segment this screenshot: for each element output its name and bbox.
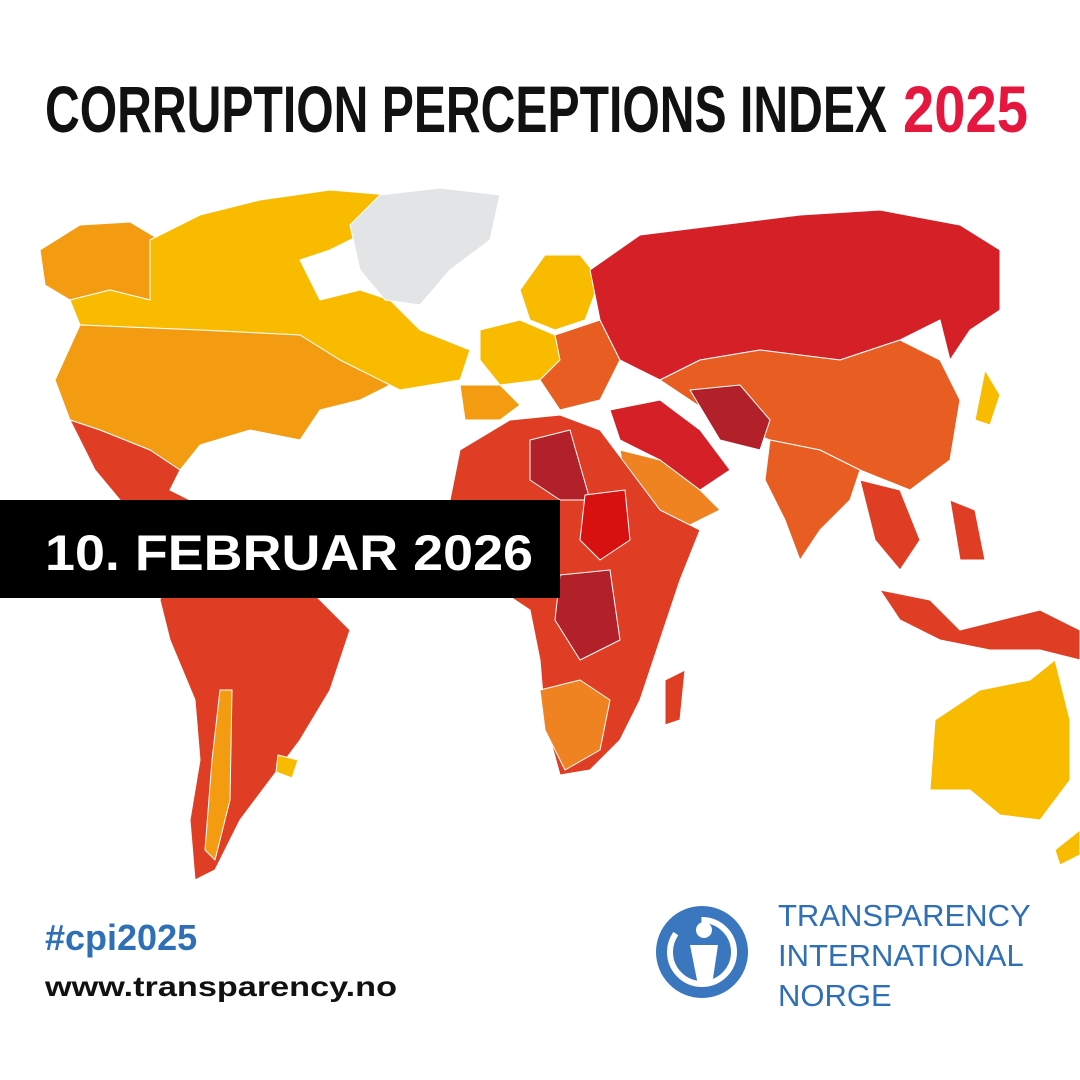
indonesia — [879, 589, 1080, 661]
libya — [529, 429, 591, 501]
japan — [974, 369, 1001, 426]
greenland — [349, 187, 501, 306]
new-zealand — [1054, 829, 1080, 866]
australia — [929, 659, 1071, 821]
chile — [204, 689, 233, 861]
uruguay — [275, 754, 299, 779]
philippines — [949, 499, 986, 561]
url: www.transparency.no — [44, 971, 397, 1002]
logo-line: TRANSPARENCY — [778, 898, 1031, 933]
logo-line: INTERNATIONAL — [778, 938, 1024, 973]
central-asia — [689, 384, 771, 451]
scandinavia — [519, 254, 601, 331]
title-year: 2025 — [903, 72, 1028, 146]
southern-africa — [539, 679, 611, 771]
logo-head — [696, 922, 712, 938]
canada — [69, 189, 471, 391]
hashtag: #cpi2025 — [45, 917, 197, 958]
date-banner — [0, 500, 560, 598]
sudan — [579, 489, 631, 561]
iberia — [459, 384, 521, 421]
date: 10. FEBRUAR 2026 — [45, 525, 533, 581]
indochina — [859, 479, 921, 571]
middle-east — [609, 399, 731, 491]
logo-body — [690, 945, 718, 985]
india — [764, 439, 861, 561]
logo-line: NORGE — [778, 978, 892, 1013]
logo: TRANSPARENCY INTERNATIONAL NORGE — [656, 898, 1031, 1013]
congo — [554, 569, 621, 661]
title: CORRUPTION PERCEPTIONS INDEX — [45, 72, 887, 146]
madagascar — [664, 669, 686, 726]
